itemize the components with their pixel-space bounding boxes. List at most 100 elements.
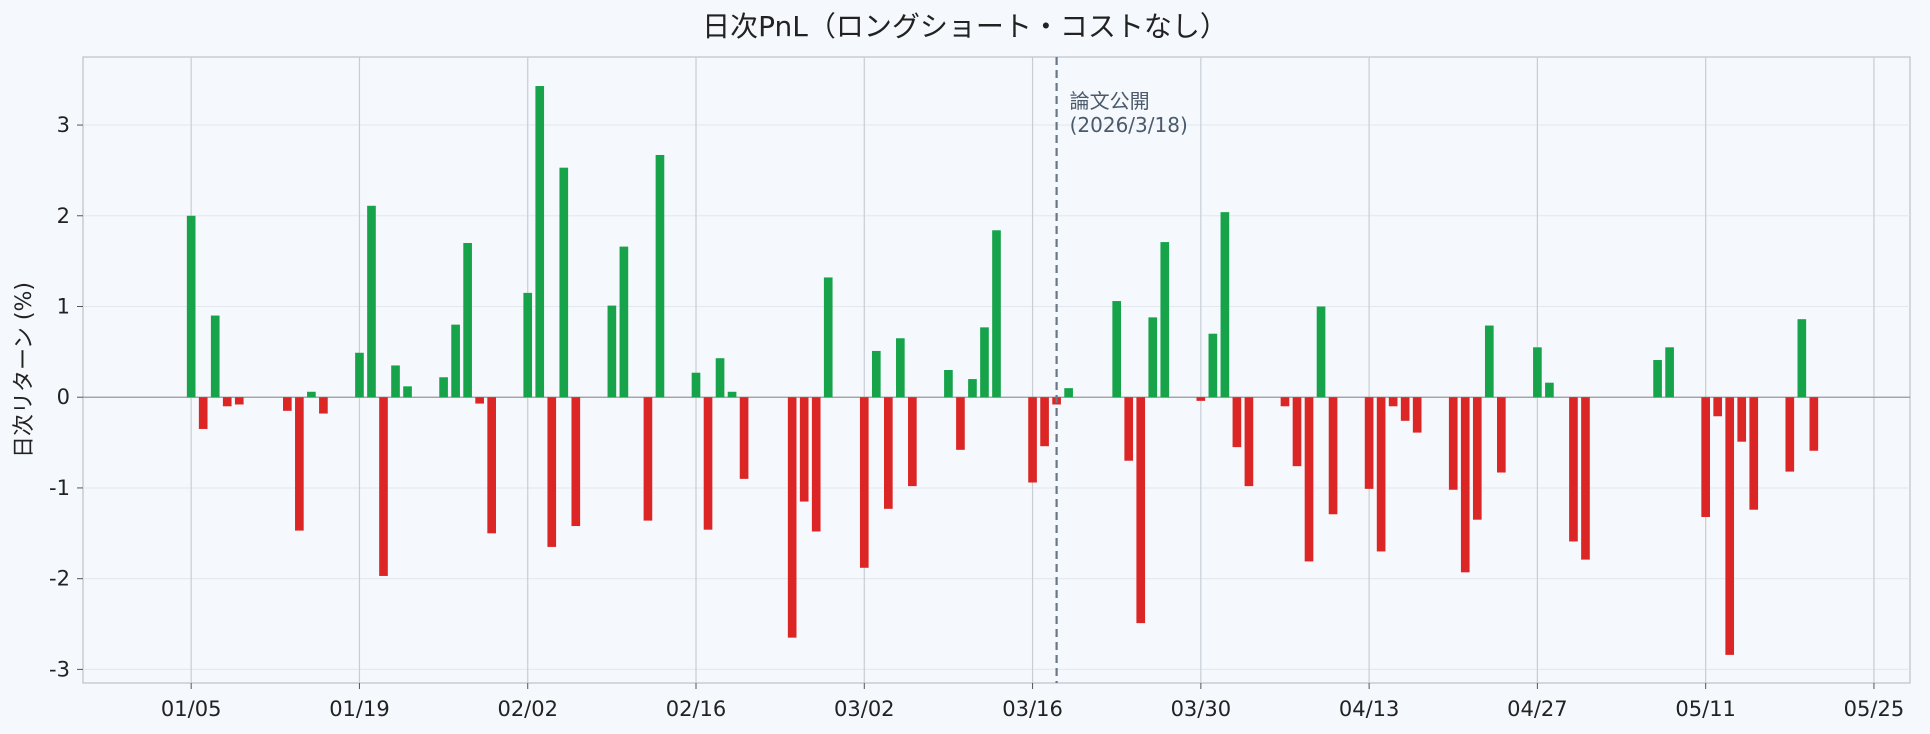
y-tick-label: -3: [49, 657, 70, 681]
bar-negative: [379, 397, 388, 576]
bar-positive: [992, 230, 1001, 398]
x-tick-label: 01/19: [329, 697, 390, 721]
bar-negative: [859, 397, 869, 568]
bar-negative: [908, 397, 917, 487]
annotation-date: (2026/3/18): [1070, 113, 1188, 137]
bar-negative: [1809, 397, 1819, 451]
bar-negative: [1725, 397, 1735, 655]
y-axis-label: 日次リターン (%): [12, 282, 37, 458]
bar-negative: [475, 397, 484, 404]
bar-positive: [307, 391, 316, 398]
chart-title: 日次PnL（ロングショート・コストなし）: [702, 10, 1228, 43]
bar-positive: [1545, 382, 1554, 398]
bar-negative: [1460, 397, 1470, 573]
bar-negative: [487, 397, 496, 534]
x-tick-label: 03/02: [834, 697, 895, 721]
bar-positive: [1148, 317, 1158, 398]
bar-positive: [619, 246, 629, 398]
bar-positive: [186, 215, 196, 398]
annotation-label: 論文公開: [1070, 89, 1150, 113]
bar-positive: [391, 365, 400, 398]
bar-negative: [1581, 397, 1590, 560]
bar-positive: [1064, 388, 1073, 398]
x-tick-label: 02/16: [666, 697, 727, 721]
bar-negative: [295, 397, 304, 531]
bar-negative: [571, 397, 581, 527]
bar-negative: [799, 397, 809, 502]
bar-positive: [1797, 319, 1807, 398]
bar-negative: [1388, 397, 1398, 407]
bar-negative: [1472, 397, 1482, 520]
y-tick-label: 1: [57, 294, 70, 318]
bar-negative: [1737, 397, 1747, 442]
bar-negative: [1569, 397, 1578, 542]
bar-positive: [1665, 347, 1674, 398]
x-tick-label: 05/25: [1844, 697, 1905, 721]
bar-negative: [1412, 397, 1422, 433]
bar-positive: [607, 305, 617, 398]
bar-positive: [968, 379, 977, 398]
y-tick-label: 3: [57, 113, 70, 137]
bar-negative: [1124, 397, 1134, 461]
y-tick-label: 0: [57, 385, 70, 409]
bar-negative: [1328, 397, 1338, 515]
bar-positive: [691, 372, 701, 398]
bar-positive: [1484, 325, 1494, 398]
bar-negative: [1749, 397, 1759, 510]
bar-positive: [463, 242, 472, 398]
x-tick-label: 04/13: [1339, 697, 1400, 721]
bar-positive: [871, 350, 881, 398]
bar-negative: [198, 397, 208, 429]
bar-negative: [1376, 397, 1386, 552]
bar-positive: [1160, 242, 1170, 398]
bar-positive: [1533, 347, 1542, 398]
bar-positive: [367, 205, 376, 398]
y-tick-label: -2: [49, 567, 70, 591]
bar-negative: [1232, 397, 1242, 448]
bar-negative: [643, 397, 653, 521]
bar-negative: [739, 397, 749, 479]
bar-positive: [355, 352, 364, 398]
bar-positive: [451, 324, 460, 398]
bar-negative: [547, 397, 557, 547]
x-tick-label: 05/11: [1675, 697, 1736, 721]
bar-positive: [403, 386, 412, 398]
bar-positive: [1220, 212, 1230, 398]
bar-negative: [1196, 397, 1206, 401]
bar-positive: [727, 391, 737, 398]
bar-negative: [1304, 397, 1314, 562]
bar-positive: [210, 315, 220, 398]
bar-negative: [1448, 397, 1458, 490]
x-tick-label: 04/27: [1507, 697, 1568, 721]
bar-negative: [1400, 397, 1410, 421]
publication-annotation: 論文公開 (2026/3/18): [1055, 57, 1188, 683]
bar-negative: [811, 397, 821, 532]
bar-negative: [319, 397, 328, 414]
bar-negative: [1785, 397, 1795, 472]
x-tick-label: 03/30: [1171, 697, 1232, 721]
bar-positive: [1112, 301, 1122, 398]
bar-negative: [283, 397, 292, 411]
bar-positive: [944, 370, 953, 398]
bar-positive: [523, 292, 533, 398]
bar-negative: [1701, 397, 1710, 517]
bar-negative: [787, 397, 797, 638]
bar-positive: [559, 167, 569, 398]
bar-positive: [535, 86, 545, 398]
bar-negative: [956, 397, 965, 450]
bar-negative: [1292, 397, 1302, 467]
bar-positive: [823, 277, 833, 398]
axes: -3 -2 -1 0 1 2 3 01/05 01/19 02/02 02/16 03/02 03/16…: [49, 113, 1904, 721]
bar-negative: [703, 397, 713, 530]
bar-positive: [1653, 360, 1662, 398]
bar-positive: [715, 358, 725, 398]
bar-negative: [1136, 397, 1146, 624]
y-tick-label: -1: [49, 476, 70, 500]
bar-positive: [655, 154, 665, 398]
x-tick-label: 03/16: [1002, 697, 1063, 721]
bar-negative: [1280, 397, 1290, 407]
bar-positive: [1316, 306, 1326, 398]
bar-positive: [980, 327, 989, 398]
bar-negative: [1497, 397, 1506, 473]
